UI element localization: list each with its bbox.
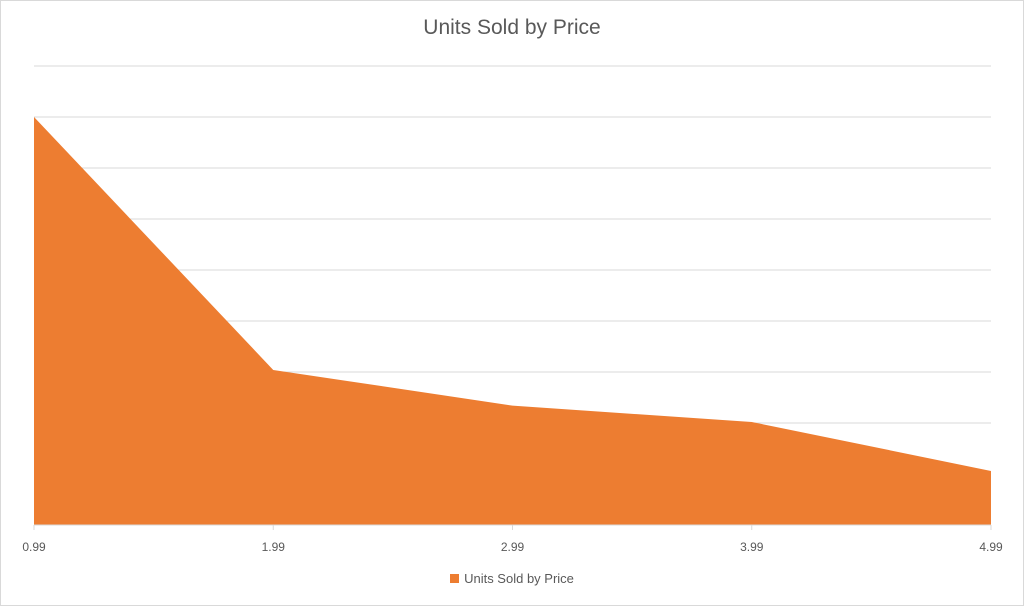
legend-label: Units Sold by Price	[464, 571, 574, 586]
x-tick-label: 0.99	[22, 540, 46, 554]
x-tick-label: 4.99	[979, 540, 1003, 554]
gridlines	[34, 65, 991, 475]
area-series-units-sold	[34, 117, 991, 525]
legend: Units Sold by Price	[0, 571, 1024, 586]
x-tick-label: 1.99	[262, 540, 286, 554]
legend-swatch	[450, 574, 460, 583]
chart-title: Units Sold by Price	[423, 16, 601, 39]
x-axis: 0.99 1.99 2.99 3.99 4.99	[22, 524, 1003, 554]
x-tick-label: 2.99	[501, 540, 525, 554]
series-layer	[34, 117, 991, 525]
x-tick-label: 3.99	[740, 540, 764, 554]
